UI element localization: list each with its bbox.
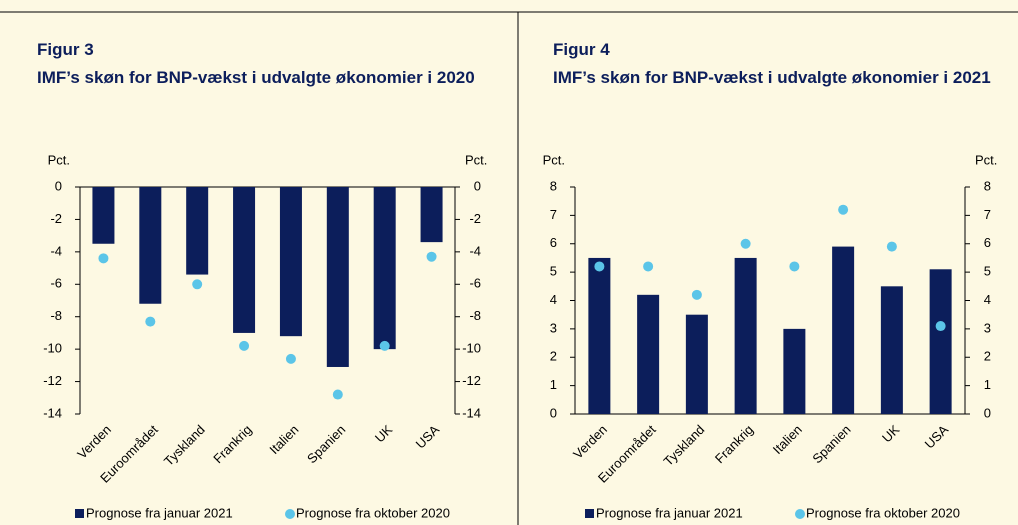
- bar: [637, 294, 660, 414]
- y2-tick-label: -10: [462, 341, 481, 356]
- y-axis-label: Pct.: [543, 152, 565, 167]
- y2-tick-label: 4: [984, 292, 991, 307]
- y2-tick-label: 2: [984, 349, 991, 364]
- y2-tick-label: -8: [469, 308, 481, 323]
- y-tick-label: -4: [50, 243, 62, 258]
- x-tick-label: Frankrig: [712, 422, 756, 466]
- y2-axis-label: Pct.: [465, 152, 487, 167]
- y-tick-label: 4: [550, 292, 557, 307]
- bar: [588, 257, 611, 414]
- bar: [139, 187, 162, 304]
- bar: [783, 328, 806, 414]
- dot: [332, 389, 343, 400]
- y-tick-label: 7: [550, 207, 557, 222]
- dot: [935, 321, 946, 332]
- y2-tick-label: -14: [462, 405, 481, 420]
- dot: [145, 316, 156, 327]
- dot: [239, 340, 250, 351]
- y2-tick-label: -2: [469, 211, 481, 226]
- x-tick-label: USA: [922, 422, 952, 452]
- dot: [285, 353, 296, 364]
- bar: [279, 187, 302, 337]
- x-tick-label: Frankrig: [210, 422, 254, 466]
- y-tick-label: -8: [50, 308, 62, 323]
- y-tick-label: 1: [550, 377, 557, 392]
- y-tick-label: 8: [550, 178, 557, 193]
- dot: [789, 261, 800, 272]
- y2-tick-label: 3: [984, 320, 991, 335]
- x-tick-label: USA: [413, 422, 443, 452]
- chart-title: IMF’s skøn for BNP-vækst i udvalgte økon…: [553, 68, 991, 87]
- y2-tick-label: 5: [984, 264, 991, 279]
- y2-tick-label: -6: [469, 276, 481, 291]
- bar: [880, 286, 903, 414]
- bar: [326, 187, 349, 367]
- y-tick-label: 0: [550, 405, 557, 420]
- y-tick-label: -12: [43, 373, 62, 388]
- y2-tick-label: 6: [984, 235, 991, 250]
- y-tick-label: 5: [550, 264, 557, 279]
- y2-tick-label: 8: [984, 178, 991, 193]
- x-tick-label: Italien: [266, 422, 301, 457]
- y2-tick-label: -12: [462, 373, 481, 388]
- dot: [594, 261, 605, 272]
- y2-tick-label: 0: [474, 178, 481, 193]
- y2-tick-label: 0: [984, 405, 991, 420]
- dot: [426, 251, 437, 262]
- y-tick-label: 3: [550, 320, 557, 335]
- x-tick-label: UK: [372, 422, 396, 446]
- x-tick-label: Verden: [570, 422, 610, 462]
- y-axis-label: Pct.: [48, 152, 70, 167]
- dot: [643, 261, 654, 272]
- y-tick-label: 2: [550, 349, 557, 364]
- y-tick-label: 0: [55, 178, 62, 193]
- bar: [685, 314, 708, 414]
- y-tick-label: -10: [43, 341, 62, 356]
- y2-tick-label: 1: [984, 377, 991, 392]
- bar: [734, 257, 757, 414]
- y2-axis-label: Pct.: [975, 152, 997, 167]
- y-tick-label: -6: [50, 276, 62, 291]
- x-tick-label: Spanien: [809, 422, 853, 466]
- dot: [740, 238, 751, 249]
- y2-tick-label: 7: [984, 207, 991, 222]
- legend-label: Prognose fra oktober 2020: [806, 505, 960, 520]
- x-tick-label: Italien: [770, 422, 805, 457]
- dot: [838, 204, 849, 215]
- dot: [379, 340, 390, 351]
- legend-label: Prognose fra januar 2021: [596, 505, 743, 520]
- figure-label: Figur 4: [553, 40, 610, 59]
- bar: [832, 246, 855, 414]
- legend-label: Prognose fra januar 2021: [86, 505, 233, 520]
- bar: [420, 187, 443, 243]
- dot: [886, 241, 897, 252]
- legend-swatch: [75, 509, 84, 518]
- x-tick-label: Tyskland: [661, 422, 708, 469]
- dot: [192, 279, 203, 290]
- legend-label: Prognose fra oktober 2020: [296, 505, 450, 520]
- legend-swatch: [585, 509, 594, 518]
- legend-swatch: [795, 509, 805, 519]
- bar: [233, 187, 256, 333]
- y-tick-label: -14: [43, 405, 62, 420]
- figure-label: Figur 3: [37, 40, 94, 59]
- bar: [373, 187, 396, 350]
- y-tick-label: -2: [50, 211, 62, 226]
- x-tick-label: Tyskland: [161, 422, 208, 469]
- x-tick-label: Verden: [74, 422, 114, 462]
- bar: [92, 187, 115, 244]
- chart-title: IMF’s skøn for BNP-vækst i udvalgte økon…: [37, 68, 475, 87]
- dot: [98, 253, 109, 264]
- y2-tick-label: -4: [469, 243, 481, 258]
- x-tick-label: Spanien: [304, 422, 348, 466]
- x-tick-label: UK: [879, 422, 903, 446]
- bar: [929, 269, 952, 414]
- dot: [691, 289, 702, 300]
- legend-swatch: [285, 509, 295, 519]
- y-tick-label: 6: [550, 235, 557, 250]
- bar: [186, 187, 209, 275]
